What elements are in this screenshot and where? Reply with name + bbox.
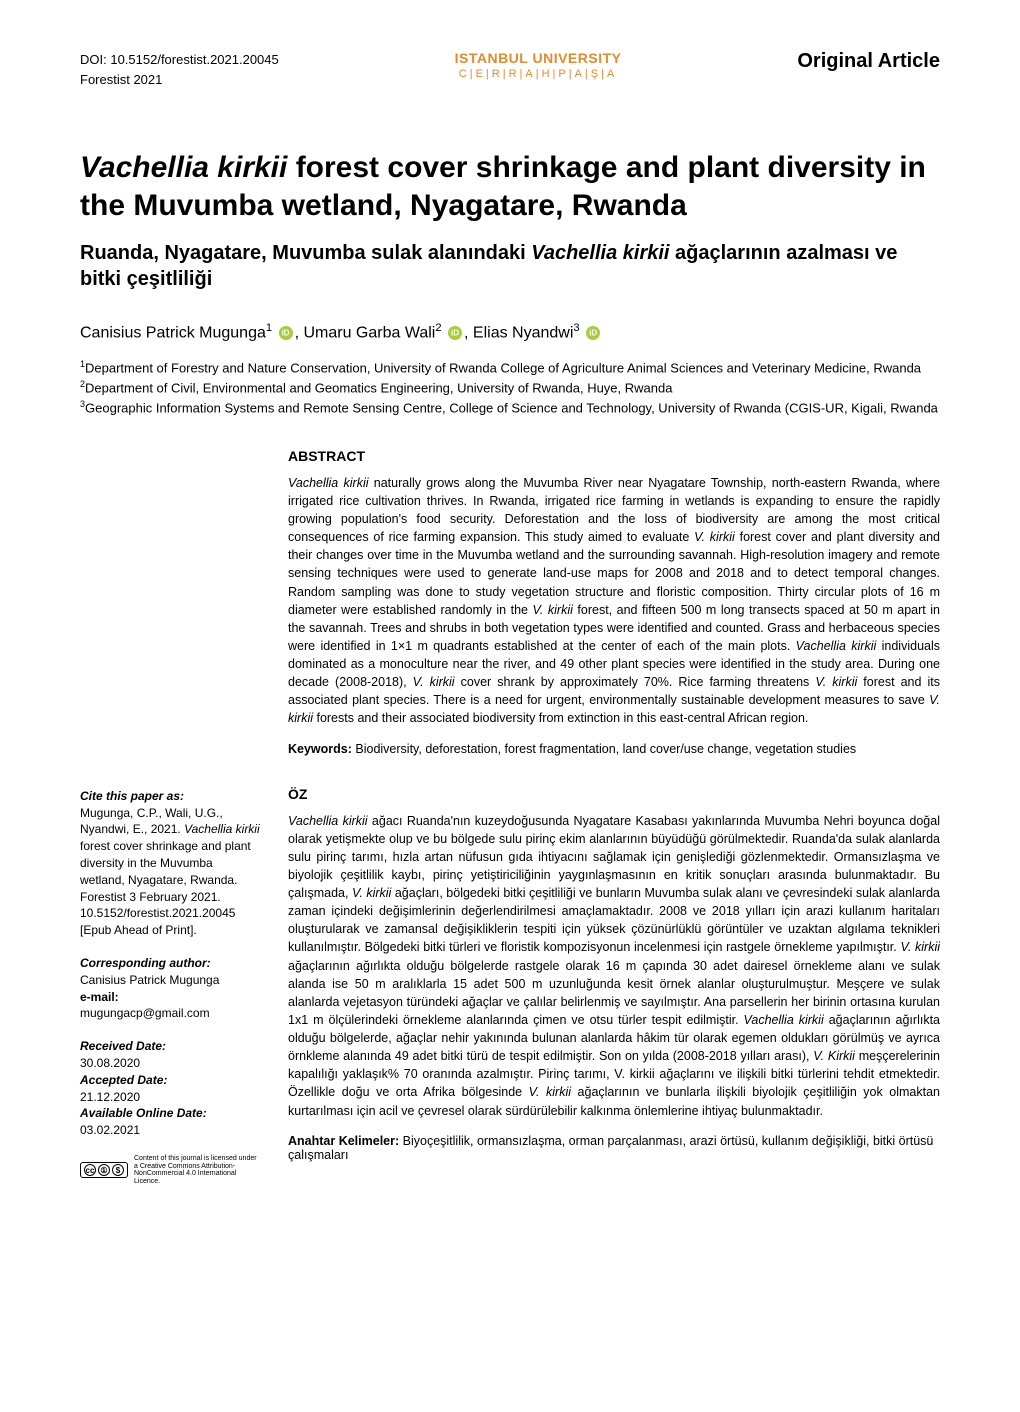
author-2-sup: 2 <box>435 322 441 334</box>
main-column: ABSTRACT Vachellia kirkii naturally grow… <box>288 448 940 1192</box>
cc-badge-icon: cc①$ <box>80 1162 128 1178</box>
university-subname: C|E|R|R|A|H|P|A|Ş|A <box>459 68 618 80</box>
cite-text-2: forest cover shrinkage and plant diversi… <box>80 839 251 937</box>
title-species: Vachellia kirkii <box>80 151 287 184</box>
orcid-icon <box>448 326 462 340</box>
accepted-label: Accepted Date: <box>80 1072 260 1089</box>
sidebar: Cite this paper as: Mugunga, C.P., Wali,… <box>80 448 260 1192</box>
university-name: ISTANBUL UNIVERSITY <box>455 50 622 66</box>
email-address: mugungacp@gmail.com <box>80 1005 260 1022</box>
oz-keywords-line: Anahtar Kelimeler: Biyoçeşitlilik, orman… <box>288 1134 940 1162</box>
corresponding-label: Corresponding author: <box>80 955 260 972</box>
oz-keywords-label: Anahtar Kelimeler: <box>288 1134 403 1148</box>
corresponding-block: Corresponding author: Canisius Patrick M… <box>80 955 260 1022</box>
oz-body: Vachellia kirkii ağacı Ruanda'nın kuzeyd… <box>288 812 940 1120</box>
online-label: Available Online Date: <box>80 1105 260 1122</box>
author-1-sup: 1 <box>266 322 272 334</box>
page-header: DOI: 10.5152/forestist.2021.20045 Forest… <box>80 50 940 89</box>
doi-text: DOI: 10.5152/forestist.2021.20045 <box>80 50 279 70</box>
subtitle-prefix: Ruanda, Nyagatare, Muvumba sulak alanınd… <box>80 242 531 264</box>
affiliation-2: 2Department of Civil, Environmental and … <box>80 378 940 398</box>
affiliations: 1Department of Forestry and Nature Conse… <box>80 358 940 417</box>
affiliation-3: 3Geographic Information Systems and Remo… <box>80 398 940 418</box>
received-date: 30.08.2020 <box>80 1055 260 1072</box>
article-type: Original Article <box>797 50 940 73</box>
affiliation-1: 1Department of Forestry and Nature Conse… <box>80 358 940 378</box>
license-text: Content of this journal is licensed unde… <box>134 1155 260 1186</box>
cite-label: Cite this paper as: <box>80 788 260 805</box>
subtitle-species: Vachellia kirkii <box>531 242 669 264</box>
body-grid: Cite this paper as: Mugunga, C.P., Wali,… <box>80 448 940 1192</box>
abstract-body: Vachellia kirkii naturally grows along t… <box>288 474 940 728</box>
header-center: ISTANBUL UNIVERSITY C|E|R|R|A|H|P|A|Ş|A <box>279 50 798 80</box>
cite-block: Cite this paper as: Mugunga, C.P., Wali,… <box>80 788 260 939</box>
cite-species: Vachellia kirkii <box>184 822 260 836</box>
article-title: Vachellia kirkii forest cover shrinkage … <box>80 149 940 224</box>
author-3-sup: 3 <box>573 322 579 334</box>
received-label: Received Date: <box>80 1038 260 1055</box>
corresponding-name: Canisius Patrick Mugunga <box>80 972 260 989</box>
email-label: e-mail: <box>80 990 119 1004</box>
university-logo: ISTANBUL UNIVERSITY C|E|R|R|A|H|P|A|Ş|A <box>455 50 622 80</box>
abstract-heading: ABSTRACT <box>288 448 940 464</box>
journal-name: Forestist 2021 <box>80 70 279 90</box>
keywords-line: Keywords: Biodiversity, deforestation, f… <box>288 742 940 756</box>
keywords-text: Biodiversity, deforestation, forest frag… <box>355 742 856 756</box>
orcid-icon <box>279 326 293 340</box>
oz-heading: ÖZ <box>288 786 940 802</box>
author-3-name: Elias Nyandwi <box>473 324 573 341</box>
authors-line: Canisius Patrick Mugunga1 , Umaru Garba … <box>80 322 940 342</box>
online-date: 03.02.2021 <box>80 1122 260 1139</box>
dates-block: Received Date: 30.08.2020 Accepted Date:… <box>80 1038 260 1139</box>
header-left: DOI: 10.5152/forestist.2021.20045 Forest… <box>80 50 279 89</box>
author-2-name: Umaru Garba Wali <box>303 324 435 341</box>
orcid-icon <box>586 326 600 340</box>
keywords-label: Keywords: <box>288 742 355 756</box>
author-1-name: Canisius Patrick Mugunga <box>80 324 266 341</box>
license-block: cc①$ Content of this journal is licensed… <box>80 1155 260 1186</box>
accepted-date: 21.12.2020 <box>80 1089 260 1106</box>
article-subtitle: Ruanda, Nyagatare, Muvumba sulak alanınd… <box>80 240 940 292</box>
